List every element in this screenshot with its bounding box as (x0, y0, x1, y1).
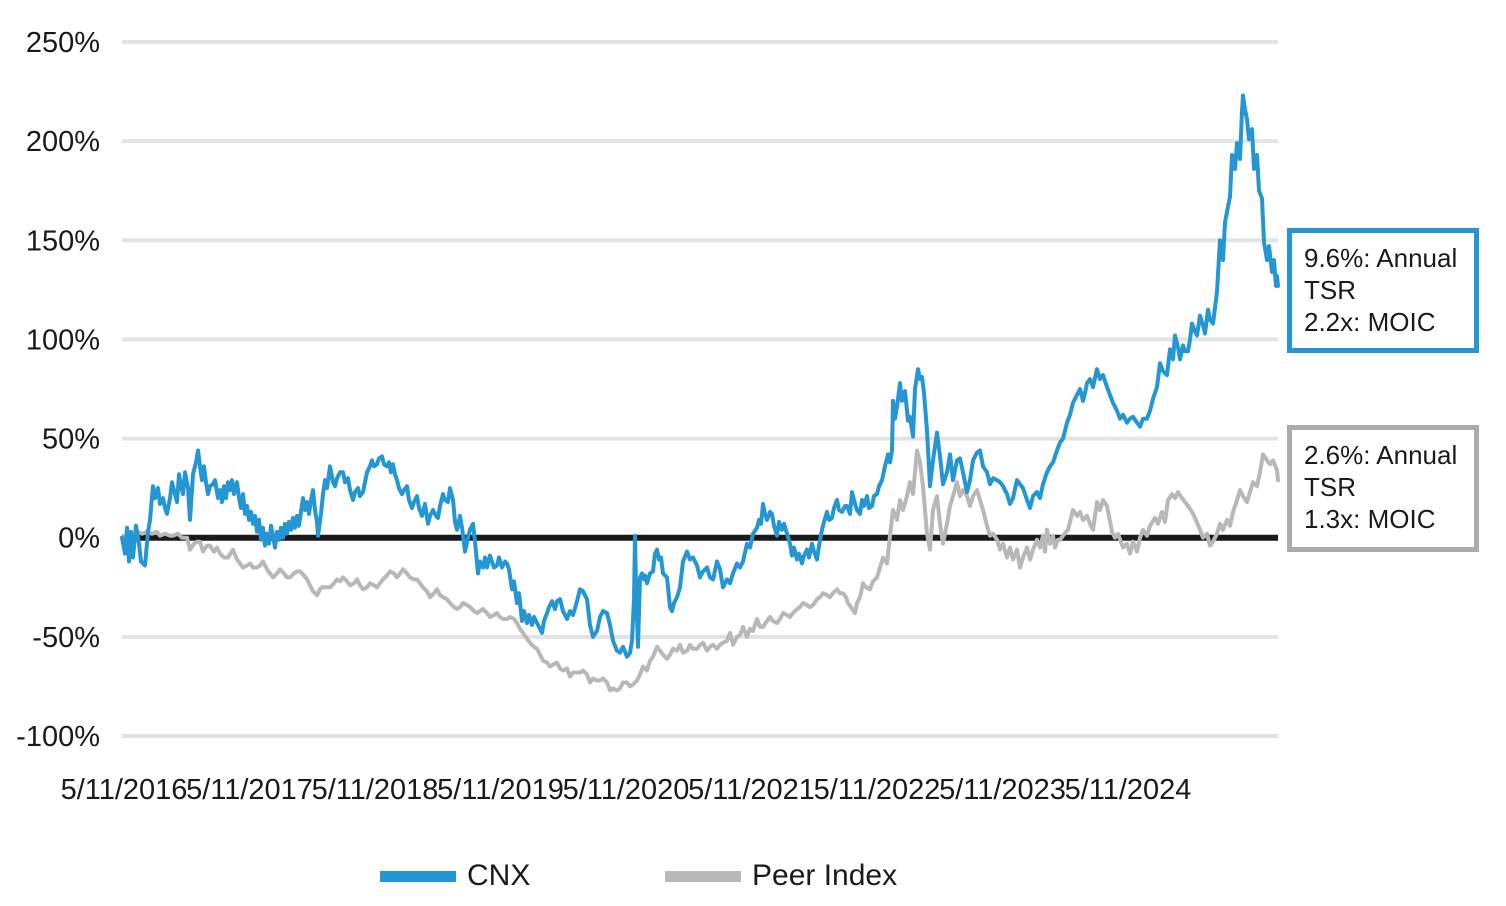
x-tick-label: 5/11/2023 (939, 774, 1066, 806)
x-tick-label: 5/11/2021 (688, 774, 815, 806)
y-tick-label: -50% (32, 622, 100, 654)
legend-label-peer: Peer Index (752, 859, 898, 892)
peer-annotation-tsr: 2.6%: Annual TSR (1304, 440, 1458, 502)
cnx-annotation-box: 9.6%: Annual TSR 2.2x: MOIC (1287, 228, 1479, 353)
legend-item-cnx: CNX (380, 856, 530, 896)
x-tick-label: 5/11/2020 (563, 774, 690, 806)
y-tick-label: 200% (26, 126, 100, 158)
peer-index-line (120, 448, 1280, 693)
y-tick-label: 0% (58, 523, 100, 555)
x-tick-label: 5/11/2016 (61, 774, 188, 806)
legend-item-peer: Peer Index (665, 856, 897, 896)
x-tick-label: 5/11/2018 (312, 774, 439, 806)
cnx-annotation-moic: 2.2x: MOIC (1304, 307, 1436, 337)
x-tick-label: 5/11/2017 (186, 774, 313, 806)
cnx-line (120, 93, 1280, 659)
x-tick-label: 5/11/2022 (814, 774, 941, 806)
peer-line-swatch (665, 870, 741, 882)
y-tick-label: 100% (26, 324, 100, 356)
y-tick-label: -100% (16, 721, 100, 753)
y-tick-label: 250% (26, 27, 100, 59)
peer-annotation-box: 2.6%: Annual TSR 1.3x: MOIC (1287, 425, 1479, 552)
y-tick-label: 150% (26, 225, 100, 257)
cnx-line-swatch (380, 870, 456, 882)
peer-annotation-moic: 1.3x: MOIC (1304, 504, 1436, 534)
x-tick-label: 5/11/2024 (1065, 774, 1192, 806)
cnx-annotation-tsr: 9.6%: Annual TSR (1304, 243, 1458, 305)
x-tick-label: 5/11/2019 (437, 774, 564, 806)
legend-label-cnx: CNX (467, 859, 531, 892)
chart-legend: CNX Peer Index (0, 856, 1506, 896)
y-tick-label: 50% (42, 424, 100, 456)
